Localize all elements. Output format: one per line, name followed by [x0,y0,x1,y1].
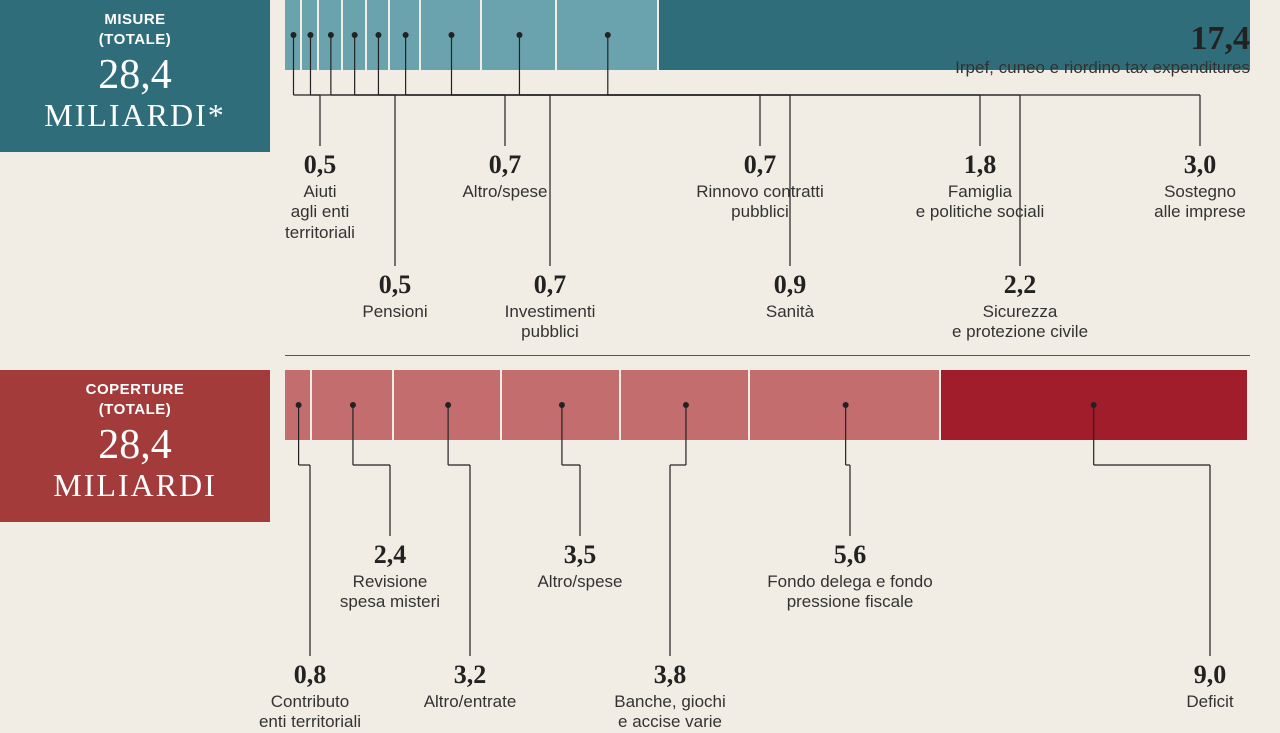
callout-value: 3,5 [460,540,700,570]
callout-label: Deficit [1090,692,1280,712]
callout-value: 0,9 [670,270,910,300]
callout-value: 3,8 [550,660,790,690]
callout: 0,7Investimentipubblici [430,270,670,343]
callout-value: 0,7 [385,150,625,180]
bar-segment [343,0,367,70]
callout: 3,8Banche, giochie accise varie [550,660,790,733]
bar-segment [285,0,302,70]
bar-segment [502,370,621,440]
callout-value: 3,0 [1080,150,1280,180]
callout-label: Rinnovo contrattipubblici [640,182,880,223]
callout: 0,7Rinnovo contrattipubblici [640,150,880,223]
misure-big-segment-label: 17,4 Irpef, cuneo e riordino tax expendi… [955,20,1250,78]
callout-label: Famigliae politiche sociali [860,182,1100,223]
callout-label: Investimentipubblici [430,302,670,343]
misure-big-value: 17,4 [955,20,1250,58]
callout-label: Sanità [670,302,910,322]
callout-value: 2,2 [900,270,1140,300]
callout-value: 5,6 [730,540,970,570]
callout: 0,9Sanità [670,270,910,322]
misure-total-value: 28,4 [0,53,270,97]
coperture-label-2: (TOTALE) [0,400,270,420]
coperture-label-1: COPERTURE [0,380,270,400]
misure-total-box: MISURE (TOTALE) 28,4 MILIARDI* [0,0,270,152]
bar-segment [390,0,421,70]
callout-label: Fondo delega e fondopressione fiscale [730,572,970,613]
callout-label: Altro/spese [460,572,700,592]
misure-big-label: Irpef, cuneo e riordino tax expenditures [955,58,1250,78]
callout: 3,0Sostegnoalle imprese [1080,150,1280,223]
bar-segment [557,0,659,70]
misure-label-1: MISURE [0,10,270,30]
coperture-total-unit: MILIARDI [0,467,270,504]
callout: 3,5Altro/spese [460,540,700,592]
callout: 9,0Deficit [1090,660,1280,712]
bar-segment [621,370,750,440]
misure-total-unit: MILIARDI* [0,97,270,134]
bar-segment [319,0,343,70]
bar-segment [750,370,940,440]
callout: 0,7Altro/spese [385,150,625,202]
callout-value: 0,7 [640,150,880,180]
misure-label-2: (TOTALE) [0,30,270,50]
callout: 2,2Sicurezzae protezione civile [900,270,1140,343]
callout-value: 0,7 [430,270,670,300]
callout: 5,6Fondo delega e fondopressione fiscale [730,540,970,613]
callout-value: 1,8 [860,150,1100,180]
coperture-total-value: 28,4 [0,423,270,467]
bar-segment [302,0,319,70]
coperture-bar [285,370,1250,440]
callout-label: Altro/spese [385,182,625,202]
bar-segment [367,0,391,70]
bar-segment [941,370,1247,440]
bar-segment [394,370,503,440]
infographic-root: MISURE (TOTALE) 28,4 MILIARDI* 17,4 Irpe… [0,0,1280,702]
bar-segment [312,370,394,440]
callout-label: Banche, giochie accise varie [550,692,790,733]
bar-segment [285,370,312,440]
callout-label: Sostegnoalle imprese [1080,182,1280,223]
section-divider [285,355,1250,356]
bar-segment [421,0,482,70]
bar-segment [482,0,557,70]
callout-value: 9,0 [1090,660,1280,690]
coperture-total-box: COPERTURE (TOTALE) 28,4 MILIARDI [0,370,270,522]
callout: 1,8Famigliae politiche sociali [860,150,1100,223]
callout-label: Sicurezzae protezione civile [900,302,1140,343]
